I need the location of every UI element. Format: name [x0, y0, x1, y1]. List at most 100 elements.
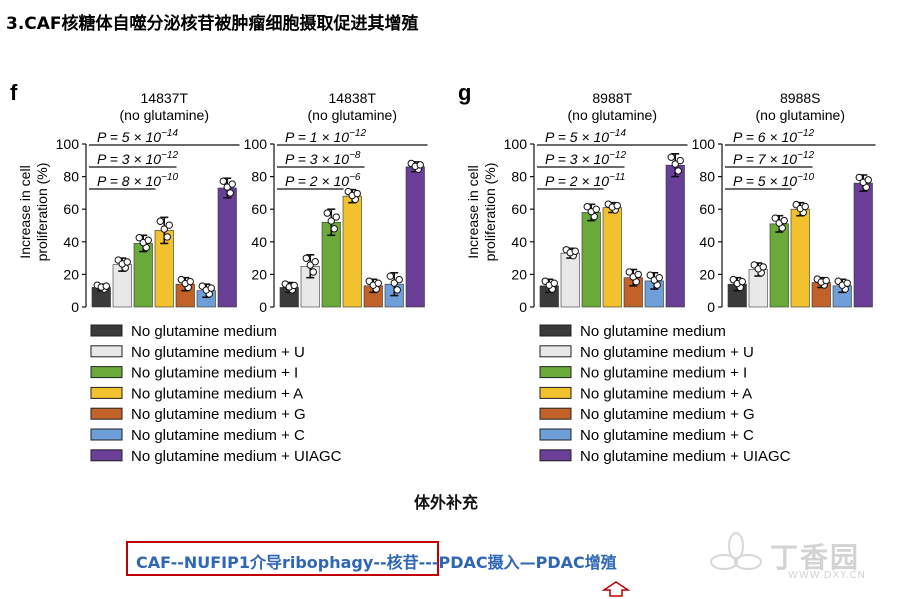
- slide-title: 3.CAF核糖体自噬分泌核苷被肿瘤细胞摄取促进其增殖: [6, 14, 419, 34]
- legend-label: No glutamine medium + A: [580, 385, 752, 402]
- chart-title: 8988T: [592, 90, 632, 106]
- y-axis-title: Increase in cell proliferation (%): [465, 163, 498, 262]
- chart-subtitle: (no glutamine): [756, 107, 846, 123]
- bar: [217, 187, 237, 308]
- legend-label: No glutamine medium: [580, 323, 726, 340]
- data-point: [226, 189, 234, 197]
- chart-title: 8988S: [780, 90, 820, 106]
- legend-swatch: [539, 407, 572, 420]
- data-point: [165, 221, 173, 229]
- data-point: [353, 189, 361, 198]
- up-arrow-icon: [601, 581, 631, 597]
- panel-letter: g: [458, 80, 471, 105]
- chart-subtitle: (no glutamine): [308, 107, 398, 123]
- data-point: [135, 234, 143, 242]
- data-point: [855, 173, 863, 182]
- watermark-brand: 丁香园: [770, 541, 861, 574]
- data-point: [102, 282, 110, 290]
- data-point: [311, 257, 319, 266]
- legend-swatch: [90, 407, 123, 420]
- y-tick-label: 60: [511, 201, 527, 217]
- p-value-label: P = 3 × 10−12: [545, 150, 626, 167]
- chart-subtitle: (no glutamine): [120, 107, 210, 123]
- legend-label: No glutamine medium + I: [131, 365, 298, 382]
- y-tick-label: 40: [511, 234, 527, 250]
- legend-label: No glutamine medium + U: [580, 344, 754, 361]
- bar: [581, 212, 601, 308]
- p-value-label: P = 2 × 10−11: [545, 172, 625, 189]
- legend-label: No glutamine medium + C: [131, 427, 305, 444]
- data-point: [163, 233, 171, 241]
- bar-chart-2: 14838T(no glutamine) 0 20 40 60 80 100 P = 1 × …: [244, 90, 428, 315]
- y-tick-label: 40: [699, 234, 715, 250]
- y-axis-title-line: proliferation (%): [482, 163, 498, 262]
- bar: [769, 223, 789, 308]
- y-axis-title-line: Increase in cell: [17, 165, 33, 258]
- y-tick-label: 20: [511, 266, 527, 282]
- bar: [342, 195, 362, 308]
- legend-label: No glutamine medium + I: [580, 365, 747, 382]
- p-value-label: P = 2 × 10−6: [285, 172, 361, 189]
- data-point: [395, 275, 403, 284]
- data-point: [864, 176, 872, 184]
- bar-chart-3: 8988T(no glutamine) 0 20 40 60 80 100 P = 5 × 1…: [504, 90, 688, 315]
- y-tick-label: 100: [692, 136, 716, 152]
- data-point: [374, 279, 382, 287]
- data-point: [583, 203, 591, 211]
- data-point: [228, 180, 236, 188]
- legend-swatch: [539, 449, 572, 462]
- data-point: [801, 202, 809, 211]
- data-point: [306, 261, 314, 269]
- bar-chart-1: 14837T(no glutamine) 0 20 40 60 80 100 P = 5 × …: [56, 90, 240, 315]
- p-value-label: P = 8 × 10−10: [97, 172, 178, 189]
- watermark-logo-icon: [710, 532, 762, 570]
- data-point: [550, 279, 558, 287]
- legend-label: No glutamine medium + G: [580, 406, 755, 423]
- watermark-url: WWW.DXY.CN: [788, 570, 866, 581]
- data-point: [330, 225, 338, 233]
- chart-title: 14837T: [141, 90, 189, 106]
- legends-layer: No glutamine medium No glutamine medium +…: [90, 323, 791, 465]
- p-value-label: P = 5 × 10−14: [97, 128, 178, 145]
- legend-swatch: [90, 366, 123, 379]
- y-tick-label: 40: [63, 234, 79, 250]
- y-tick-label: 20: [63, 266, 79, 282]
- flow-caption: CAF--NUFIP1介导ribophagy--核苷---PDAC摄入—PDAC…: [136, 553, 617, 572]
- data-point: [571, 247, 579, 255]
- data-point: [780, 216, 788, 225]
- data-point: [674, 167, 682, 175]
- p-value-label: P = 6 × 10−12: [733, 128, 814, 145]
- legend-label: No glutamine medium + U: [131, 344, 305, 361]
- data-point: [646, 271, 654, 279]
- bar: [853, 182, 873, 308]
- data-point: [625, 268, 633, 276]
- y-tick-label: 100: [244, 136, 268, 152]
- legend-label: No glutamine medium + UIAGC: [580, 448, 791, 465]
- chart-subtitle: (no glutamine): [568, 107, 658, 123]
- bar-chart-4: 8988S(no glutamine) 0 20 40 60 80 100 P = 6 × 1…: [692, 90, 876, 315]
- data-point: [759, 263, 767, 271]
- data-point: [822, 276, 830, 285]
- supplement-label: 体外补充: [414, 493, 479, 512]
- legend-label: No glutamine medium + A: [131, 385, 303, 402]
- data-point: [843, 279, 851, 287]
- p-value-label: P = 5 × 10−14: [545, 128, 626, 145]
- legend-swatch: [539, 324, 572, 337]
- data-point: [771, 214, 779, 222]
- chart-title: 14838T: [329, 90, 377, 106]
- y-tick-label: 80: [251, 169, 267, 185]
- y-tick-label: 0: [71, 299, 79, 315]
- legend-swatch: [539, 366, 572, 379]
- legend-label: No glutamine medium + G: [131, 406, 306, 423]
- legend-label: No glutamine medium + C: [580, 427, 754, 444]
- data-point: [416, 161, 424, 169]
- data-point: [655, 273, 663, 282]
- data-point: [738, 277, 746, 286]
- data-point: [671, 160, 679, 168]
- legend-label: No glutamine medium + UIAGC: [131, 448, 342, 465]
- panel-letter: f: [10, 80, 18, 105]
- y-tick-label: 100: [56, 136, 80, 152]
- y-tick-label: 20: [251, 266, 267, 282]
- data-point: [309, 268, 317, 276]
